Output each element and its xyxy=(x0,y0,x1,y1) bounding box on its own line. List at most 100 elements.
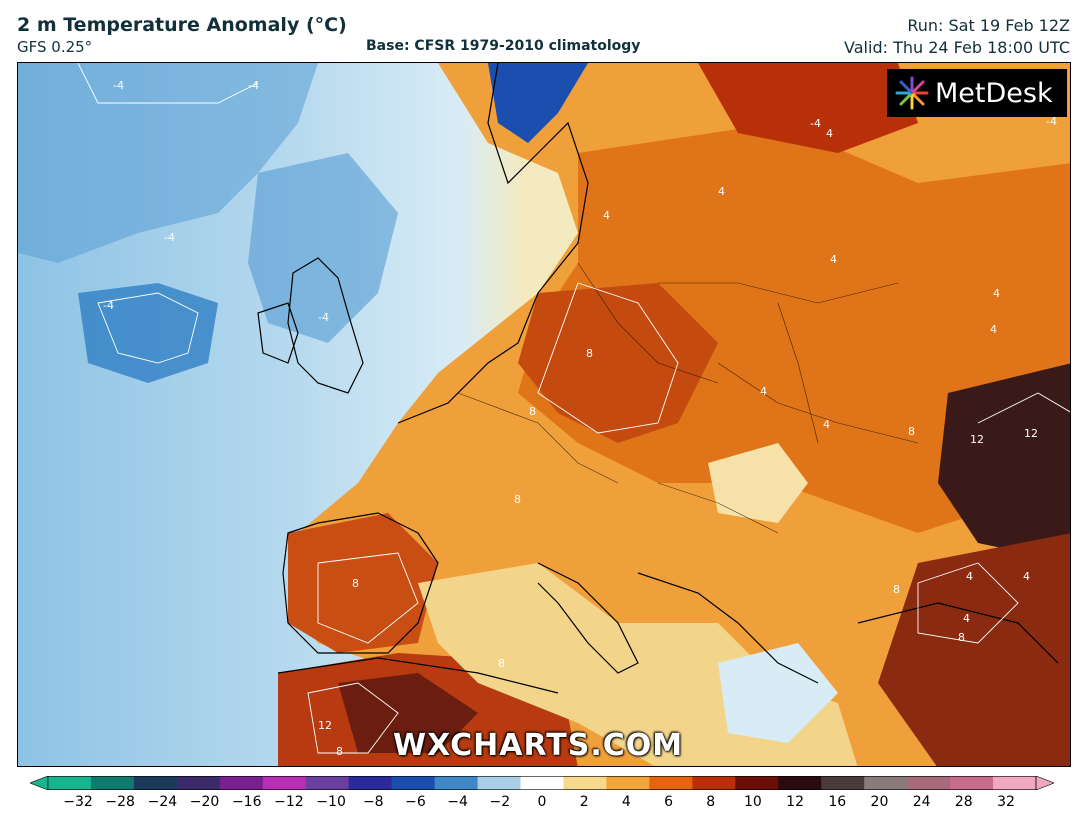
metdesk-logo-text: MetDesk xyxy=(935,77,1053,109)
anomaly-map[interactable]: -4 -4 -4 -4 -4 -4 -4 4 4 4 4 4 4 4 4 4 4… xyxy=(17,62,1071,767)
colorbar-tick-label: 16 xyxy=(828,794,847,810)
north-africa-coast xyxy=(277,657,559,694)
colorbar-tick-label: 12 xyxy=(786,794,804,810)
run-time-label: Run: Sat 19 Feb 12Z xyxy=(907,16,1070,35)
colorbar-tick-label: 20 xyxy=(870,794,889,810)
colorbar-swatch xyxy=(48,776,92,790)
north-africa-extreme-core xyxy=(338,673,478,753)
contour-label: 8 xyxy=(514,493,521,506)
colorbar-swatch xyxy=(692,776,736,790)
colorbar-swatch xyxy=(133,776,178,790)
contour-label: 4 xyxy=(823,418,830,431)
colorbar-swatch xyxy=(821,776,865,790)
colorbar-swatch xyxy=(477,776,522,790)
contour-label: 4 xyxy=(603,209,610,222)
contour-label: 12 xyxy=(970,433,984,446)
contour-label: -4 xyxy=(248,79,259,92)
map-canvas: -4 -4 -4 -4 -4 -4 -4 4 4 4 4 4 4 4 4 4 4… xyxy=(18,63,1070,766)
contour-label: -4 xyxy=(318,311,329,324)
colorbar-tick-label: 4 xyxy=(621,794,631,810)
colorbar-swatch xyxy=(606,776,650,790)
colorbar-tick-label: 28 xyxy=(954,794,973,810)
russia-extreme-core xyxy=(938,363,1070,563)
contour-label: 4 xyxy=(990,323,997,336)
colorbar-tick-label: 10 xyxy=(743,794,762,810)
colorbar-swatch xyxy=(649,776,693,790)
colorbar-swatch xyxy=(950,776,994,790)
contour-label: -4 xyxy=(1046,115,1057,128)
contour-label: 4 xyxy=(966,570,973,583)
colorbar-swatch xyxy=(864,776,908,790)
iberia-coast xyxy=(282,512,439,654)
contour-label: 4 xyxy=(826,127,833,140)
contour-label: -4 xyxy=(103,299,114,312)
contour-label-group: -4 -4 -4 -4 -4 -4 -4 4 4 4 4 4 4 4 4 4 4… xyxy=(103,79,1057,758)
colorbar-tick-label: −8 xyxy=(362,794,384,810)
western-europe-coast xyxy=(397,63,589,424)
contour-label: 8 xyxy=(908,425,915,438)
model-label: GFS 0.25° xyxy=(17,38,93,56)
contour-label: 8 xyxy=(529,405,536,418)
colorbar-swatch xyxy=(219,776,264,790)
ireland-coast xyxy=(257,302,299,364)
norway-cold-spot xyxy=(488,63,588,143)
colorbar-swatch xyxy=(176,776,221,790)
colorbar-swatch xyxy=(262,776,307,790)
metdesk-logo: MetDesk xyxy=(887,69,1067,117)
mid-atlantic-cold-core xyxy=(78,283,218,383)
colorbar-swatch xyxy=(563,776,607,790)
colorbar-swatch xyxy=(520,776,564,790)
contour-label: 12 xyxy=(1024,427,1038,440)
anomaly-contours xyxy=(77,63,1070,754)
contour-label: 8 xyxy=(586,347,593,360)
central-europe-warm-region xyxy=(518,123,1070,533)
colorbar-swatch xyxy=(391,776,436,790)
colorbar-swatch xyxy=(305,776,350,790)
balkan-mild-patch xyxy=(708,443,808,523)
colorbar-tick-label: 6 xyxy=(664,794,673,810)
aegean-cool-patch xyxy=(718,643,838,743)
colorbar-tick-label: 24 xyxy=(912,794,931,810)
chart-title: 2 m Temperature Anomaly (°C) xyxy=(17,14,347,36)
climatology-base-label: Base: CFSR 1979-2010 climatology xyxy=(366,38,641,54)
metdesk-pinwheel-icon xyxy=(895,76,929,110)
colorbar-tick-label: −24 xyxy=(147,794,178,810)
colorbar xyxy=(30,776,1054,790)
germany-hot-core xyxy=(518,283,718,443)
italy-coast xyxy=(537,562,639,674)
country-borders xyxy=(457,262,919,534)
colorbar-tick-label: 2 xyxy=(579,794,589,810)
colorbar-tick-label: −12 xyxy=(274,794,304,810)
valid-time-label: Valid: Thu 24 Feb 18:00 UTC xyxy=(844,38,1070,57)
contour-label: 4 xyxy=(760,385,767,398)
colorbar-tick-label: −16 xyxy=(231,794,262,810)
colorbar-tick-label: −2 xyxy=(489,794,511,810)
balkan-coast xyxy=(637,572,819,684)
contour-label: 8 xyxy=(336,745,343,758)
colorbar-swatch xyxy=(778,776,822,790)
colorbar-swatch xyxy=(348,776,393,790)
colorbar-tick-label: −28 xyxy=(105,794,135,810)
colorbar-swatch xyxy=(735,776,779,790)
colorbar-max-arrow xyxy=(1035,776,1054,790)
scandinavia-hot-core xyxy=(698,63,918,153)
colorbar-swatch xyxy=(993,776,1037,790)
contour-label: 4 xyxy=(830,253,837,266)
colorbar-tick-label: −4 xyxy=(447,794,468,810)
turkey-north-coast xyxy=(857,602,1059,664)
contour-label: 8 xyxy=(352,577,359,590)
uk-cool-region xyxy=(248,153,398,343)
colorbar-swatch xyxy=(907,776,951,790)
colorbar-swatch xyxy=(434,776,479,790)
contour-label: -4 xyxy=(810,117,821,130)
contour-label: 8 xyxy=(498,657,505,670)
colorbar-tick-label: −20 xyxy=(189,794,220,810)
colorbar-tick-label: −32 xyxy=(63,794,93,810)
contour-label: -4 xyxy=(164,231,175,244)
great-britain-coast xyxy=(287,257,364,394)
colorbar-tick-labels: −32 −28 −24 −20 −16 −12 −10 −8 −6 −4 −2 0 2 4 6 8 10 12 16… xyxy=(0,794,1088,818)
colorbar-swatch xyxy=(90,776,135,790)
colorbar-tick-label: 8 xyxy=(706,794,716,810)
iberia-hot-region xyxy=(288,513,438,653)
colorbar-tick-label: 32 xyxy=(997,794,1015,810)
